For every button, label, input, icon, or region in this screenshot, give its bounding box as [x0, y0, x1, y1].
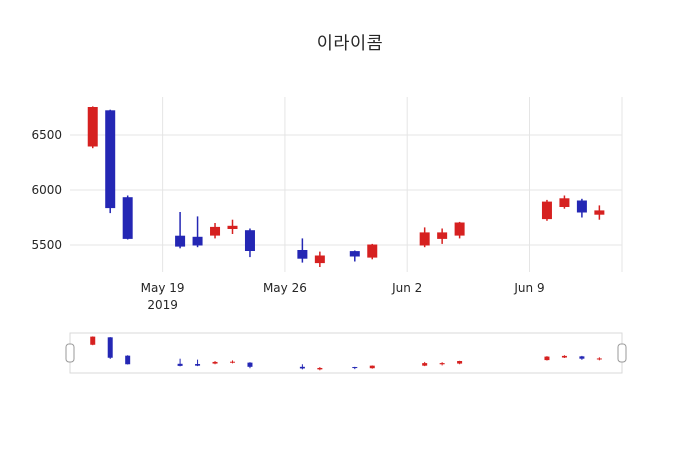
- candle[interactable]: [594, 205, 605, 220]
- candle-body: [122, 197, 133, 239]
- x-axis-labels: May 19 2019 May 26 Jun 2 Jun 9: [141, 281, 545, 312]
- candle[interactable]: [122, 195, 133, 240]
- mini-candle-body: [596, 358, 602, 360]
- range-slider-preview: [90, 336, 602, 371]
- mini-candle-body: [195, 364, 201, 366]
- chart-title: 이라이콤: [316, 34, 384, 54]
- gridlines: [70, 97, 623, 272]
- mini-candle-body: [369, 365, 375, 369]
- mini-candle-body: [107, 337, 113, 358]
- range-slider-track[interactable]: [69, 332, 623, 374]
- candle-body: [210, 226, 221, 236]
- x-tick-label: May 26: [263, 281, 307, 295]
- candle-body: [349, 251, 360, 257]
- mini-candle-body: [457, 361, 463, 364]
- candle-body: [105, 110, 116, 209]
- candle-body: [454, 222, 465, 236]
- mini-candle-body: [352, 367, 358, 369]
- mini-candle-body: [422, 363, 428, 366]
- x-tick-label: Jun 9: [513, 281, 544, 295]
- mini-candle-body: [561, 355, 567, 358]
- candle[interactable]: [437, 228, 448, 244]
- y-tick-label: 6000: [31, 183, 62, 197]
- candle-body: [559, 198, 570, 208]
- candle-body: [314, 255, 325, 264]
- candle-body: [367, 244, 378, 258]
- y-tick-label: 5500: [31, 238, 62, 252]
- mini-candle-body: [544, 356, 550, 361]
- range-slider[interactable]: [65, 332, 627, 374]
- candle[interactable]: [419, 227, 430, 248]
- candle-body: [541, 201, 552, 220]
- mini-candle-body: [90, 336, 96, 345]
- candle[interactable]: [559, 195, 570, 209]
- candle-body: [297, 250, 308, 259]
- candle-body: [244, 230, 255, 251]
- candle[interactable]: [541, 199, 552, 221]
- mini-candle-body: [317, 367, 323, 370]
- mini-candle-body: [439, 363, 445, 365]
- candle[interactable]: [192, 216, 203, 248]
- candle[interactable]: [227, 219, 238, 234]
- mini-candle-body: [579, 356, 585, 359]
- x-tick-label: May 19: [141, 281, 185, 295]
- candle[interactable]: [454, 221, 465, 239]
- candle-body: [437, 232, 448, 239]
- mini-candle-body: [212, 361, 218, 364]
- mini-candle-body: [177, 363, 183, 366]
- candle-body: [576, 200, 587, 213]
- candle[interactable]: [87, 106, 98, 149]
- range-slider-right-handle[interactable]: [617, 343, 627, 363]
- y-axis-labels: 6500 6000 5500: [31, 128, 62, 252]
- candle[interactable]: [210, 223, 221, 239]
- candle[interactable]: [105, 109, 116, 214]
- candle-body: [192, 236, 203, 246]
- candle[interactable]: [576, 198, 587, 218]
- mini-candle-body: [299, 366, 305, 369]
- candle[interactable]: [175, 212, 186, 249]
- candle[interactable]: [349, 250, 360, 262]
- candle-body: [594, 210, 605, 215]
- candle[interactable]: [244, 228, 255, 258]
- mini-candle-body: [125, 355, 131, 365]
- range-slider-left-handle[interactable]: [65, 343, 75, 363]
- candle[interactable]: [314, 251, 325, 267]
- x-tick-label: Jun 2: [391, 281, 422, 295]
- y-tick-label: 6500: [31, 128, 62, 142]
- candle[interactable]: [297, 238, 308, 263]
- mini-candle-body: [247, 362, 253, 367]
- candlesticks[interactable]: [87, 106, 605, 267]
- candle[interactable]: [367, 243, 378, 260]
- candle-body: [175, 235, 186, 247]
- x-tick-label-year: 2019: [147, 298, 178, 312]
- mini-candle-body: [230, 361, 235, 363]
- candle-body: [227, 225, 238, 230]
- candle-body: [419, 232, 430, 246]
- candle-body: [87, 107, 98, 147]
